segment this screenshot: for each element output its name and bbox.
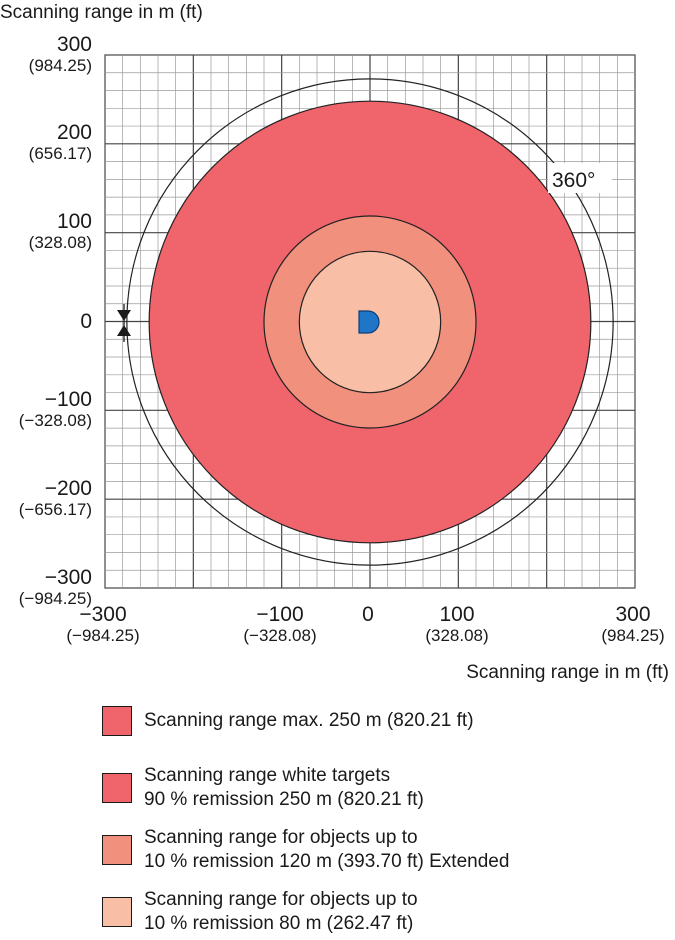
legend-swatch xyxy=(102,706,132,736)
y-tick-label: −100 (−328.08) xyxy=(18,388,92,430)
sensor-icon xyxy=(358,310,380,334)
angle-label-bg xyxy=(548,163,612,193)
legend-item-10-percent: Scanning range for objects up to 10 % re… xyxy=(102,888,418,936)
x-tick-label: 100 (328.08) xyxy=(425,603,489,645)
legend-item-extended-10-percent: Scanning range for objects up to 10 % re… xyxy=(102,826,509,874)
x-axis-title: Scanning range in m (ft) xyxy=(466,662,669,683)
x-tick-label: 300 (984.25) xyxy=(601,603,665,645)
legend-item-white-targets: Scanning range white targets 90 % remiss… xyxy=(102,764,424,812)
legend-label: Scanning range max. 250 m (820.21 ft) xyxy=(144,710,474,731)
legend-label: Scanning range for objects up to 10 % re… xyxy=(144,889,418,934)
y-tick-label: 100 (328.08) xyxy=(28,210,92,252)
legend-swatch xyxy=(102,897,132,927)
x-tick-label: −300 (−984.25) xyxy=(66,603,140,645)
legend-item-max-range: Scanning range max. 250 m (820.21 ft) xyxy=(102,706,474,736)
x-tick-label: −100 (−328.08) xyxy=(243,603,317,645)
y-tick-label: −300 (−984.25) xyxy=(18,566,92,608)
y-tick-label: 0 xyxy=(80,310,92,333)
legend-label: Scanning range white targets 90 % remiss… xyxy=(144,765,424,810)
scanning-range-diagram: 360° xyxy=(104,54,636,589)
x-tick-label: 0 xyxy=(362,603,374,626)
y-tick-label: 300 (984.25) xyxy=(28,33,92,75)
legend-swatch xyxy=(102,835,132,865)
legend-swatch xyxy=(102,773,132,803)
y-tick-label: −200 (−656.17) xyxy=(18,477,92,519)
sweep-circle xyxy=(126,78,614,566)
angle-label: 360° xyxy=(552,169,595,192)
legend-label: Scanning range for objects up to 10 % re… xyxy=(144,827,510,872)
y-tick-label: 200 (656.17) xyxy=(28,121,92,163)
y-axis-title: Scanning range in m (ft) xyxy=(0,2,203,23)
